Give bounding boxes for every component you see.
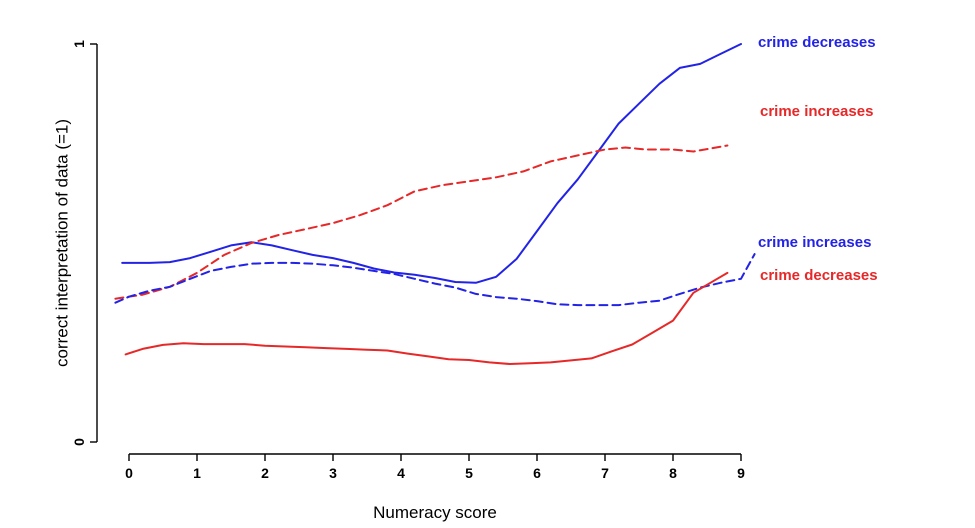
x-axis-title: Numeracy score bbox=[373, 503, 497, 522]
y-axis-title: correct interpretation of data (=1) bbox=[53, 119, 72, 367]
series-layer bbox=[114, 43, 756, 365]
series-line-4 bbox=[124, 271, 729, 365]
x-tick-label: 2 bbox=[261, 465, 269, 481]
series-label-3: crime increases bbox=[758, 234, 871, 251]
x-tick-label: 1 bbox=[193, 465, 201, 481]
y-tick-label: 1 bbox=[71, 40, 87, 48]
series-line-1 bbox=[121, 43, 742, 284]
series-line-3 bbox=[114, 253, 756, 307]
series-label-1: crime decreases bbox=[758, 34, 876, 51]
x-tick-label: 4 bbox=[397, 465, 405, 481]
x-tick-label: 8 bbox=[669, 465, 677, 481]
y-tick-label: 0 bbox=[71, 438, 87, 446]
chart-axes bbox=[96, 44, 741, 455]
x-axis-ticks: 0 1 2 3 4 5 6 7 8 9 bbox=[125, 454, 745, 481]
series-label-4: crime decreases bbox=[760, 267, 878, 284]
series-label-2: crime increases bbox=[760, 103, 873, 120]
x-tick-label: 6 bbox=[533, 465, 541, 481]
x-tick-label: 5 bbox=[465, 465, 473, 481]
x-tick-label: 0 bbox=[125, 465, 133, 481]
x-tick-label: 3 bbox=[329, 465, 337, 481]
x-tick-label: 7 bbox=[601, 465, 609, 481]
series-labels: crime decreases crime increases crime incr… bbox=[758, 34, 878, 284]
y-axis-ticks: 01 bbox=[71, 40, 97, 446]
x-tick-label: 9 bbox=[737, 465, 745, 481]
series-line-2 bbox=[114, 144, 729, 300]
